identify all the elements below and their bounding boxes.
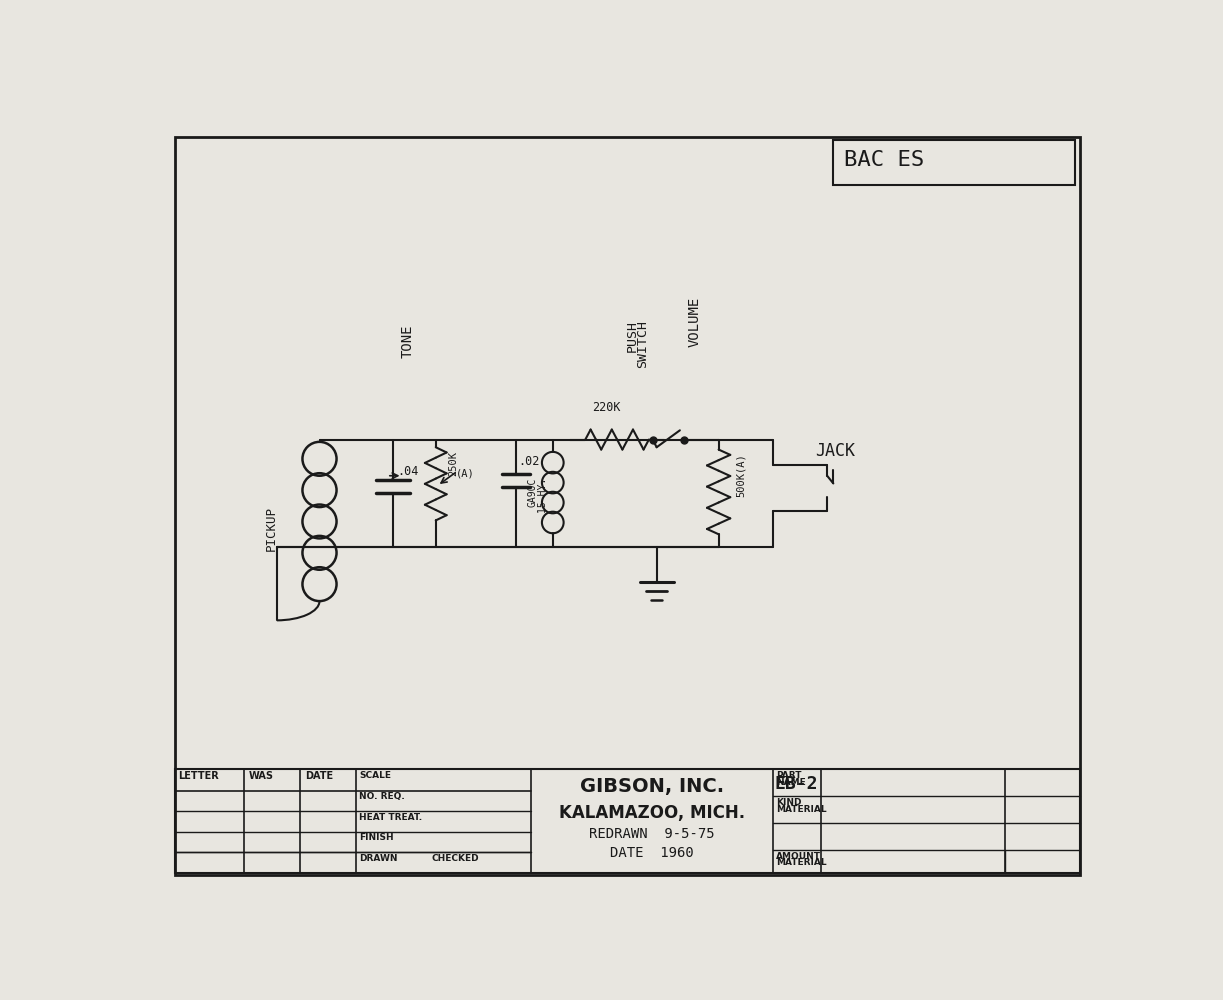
Text: VOLUME: VOLUME — [687, 297, 702, 347]
Text: HEAT TREAT.: HEAT TREAT. — [360, 813, 422, 822]
Text: CHECKED: CHECKED — [432, 854, 479, 863]
Text: .04: .04 — [397, 465, 418, 478]
Text: WAS: WAS — [249, 771, 274, 781]
Text: GIBSON, INC.: GIBSON, INC. — [580, 777, 724, 796]
Text: PICKUP: PICKUP — [265, 506, 279, 551]
Text: SCALE: SCALE — [360, 771, 391, 780]
Text: JACK: JACK — [816, 442, 856, 460]
Text: DATE: DATE — [305, 771, 333, 781]
Text: NAME: NAME — [775, 778, 806, 787]
Text: AMOUNT: AMOUNT — [775, 852, 821, 861]
Text: KALAMAZOO, MICH.: KALAMAZOO, MICH. — [559, 804, 745, 822]
Text: MATERIAL: MATERIAL — [775, 805, 827, 814]
Text: .02: .02 — [517, 455, 539, 468]
Text: SWITCH: SWITCH — [636, 320, 649, 368]
Text: KIND: KIND — [775, 798, 801, 807]
Text: PART: PART — [775, 771, 801, 780]
Text: NO. REQ.: NO. REQ. — [360, 792, 405, 801]
Text: BAC ES: BAC ES — [844, 150, 925, 170]
Text: 220K: 220K — [592, 401, 621, 414]
Bar — [833, 140, 1075, 185]
Text: 15 HY.: 15 HY. — [538, 478, 548, 513]
Text: GA90C: GA90C — [527, 478, 537, 507]
Text: 500K(A): 500K(A) — [736, 453, 746, 497]
Text: DATE  1960: DATE 1960 — [610, 846, 693, 860]
Text: TONE: TONE — [401, 324, 415, 358]
Text: DRAWN: DRAWN — [360, 854, 397, 863]
Bar — [175, 769, 1080, 873]
Text: PUSH: PUSH — [626, 320, 638, 352]
Text: (A): (A) — [456, 469, 475, 479]
Text: 250K: 250K — [448, 451, 459, 476]
Text: MATERIAL: MATERIAL — [775, 858, 827, 867]
Text: LETTER: LETTER — [177, 771, 219, 781]
Text: REDRAWN  9-5-75: REDRAWN 9-5-75 — [589, 827, 714, 841]
Text: FINISH: FINISH — [360, 833, 394, 842]
Text: EB-2: EB-2 — [774, 775, 818, 793]
